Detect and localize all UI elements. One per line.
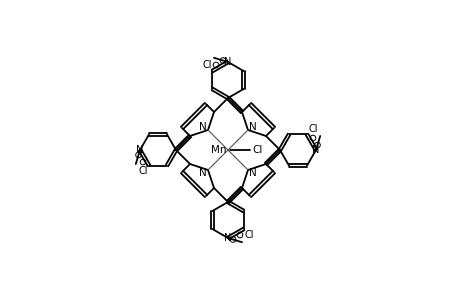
Text: Mn: Mn [211,145,226,155]
Text: N: N [249,168,256,178]
Text: N: N [199,168,207,178]
Text: N: N [199,122,207,132]
Text: N: N [224,233,231,243]
Text: N: N [224,57,231,67]
Text: N: N [249,122,256,132]
Text: Cl: Cl [244,230,253,240]
Text: N: N [136,145,143,155]
Text: Cl: Cl [252,145,263,155]
Text: Cl: Cl [202,60,211,70]
Text: Cl: Cl [138,166,147,176]
Text: N: N [312,145,319,155]
Text: Cl: Cl [308,124,317,134]
